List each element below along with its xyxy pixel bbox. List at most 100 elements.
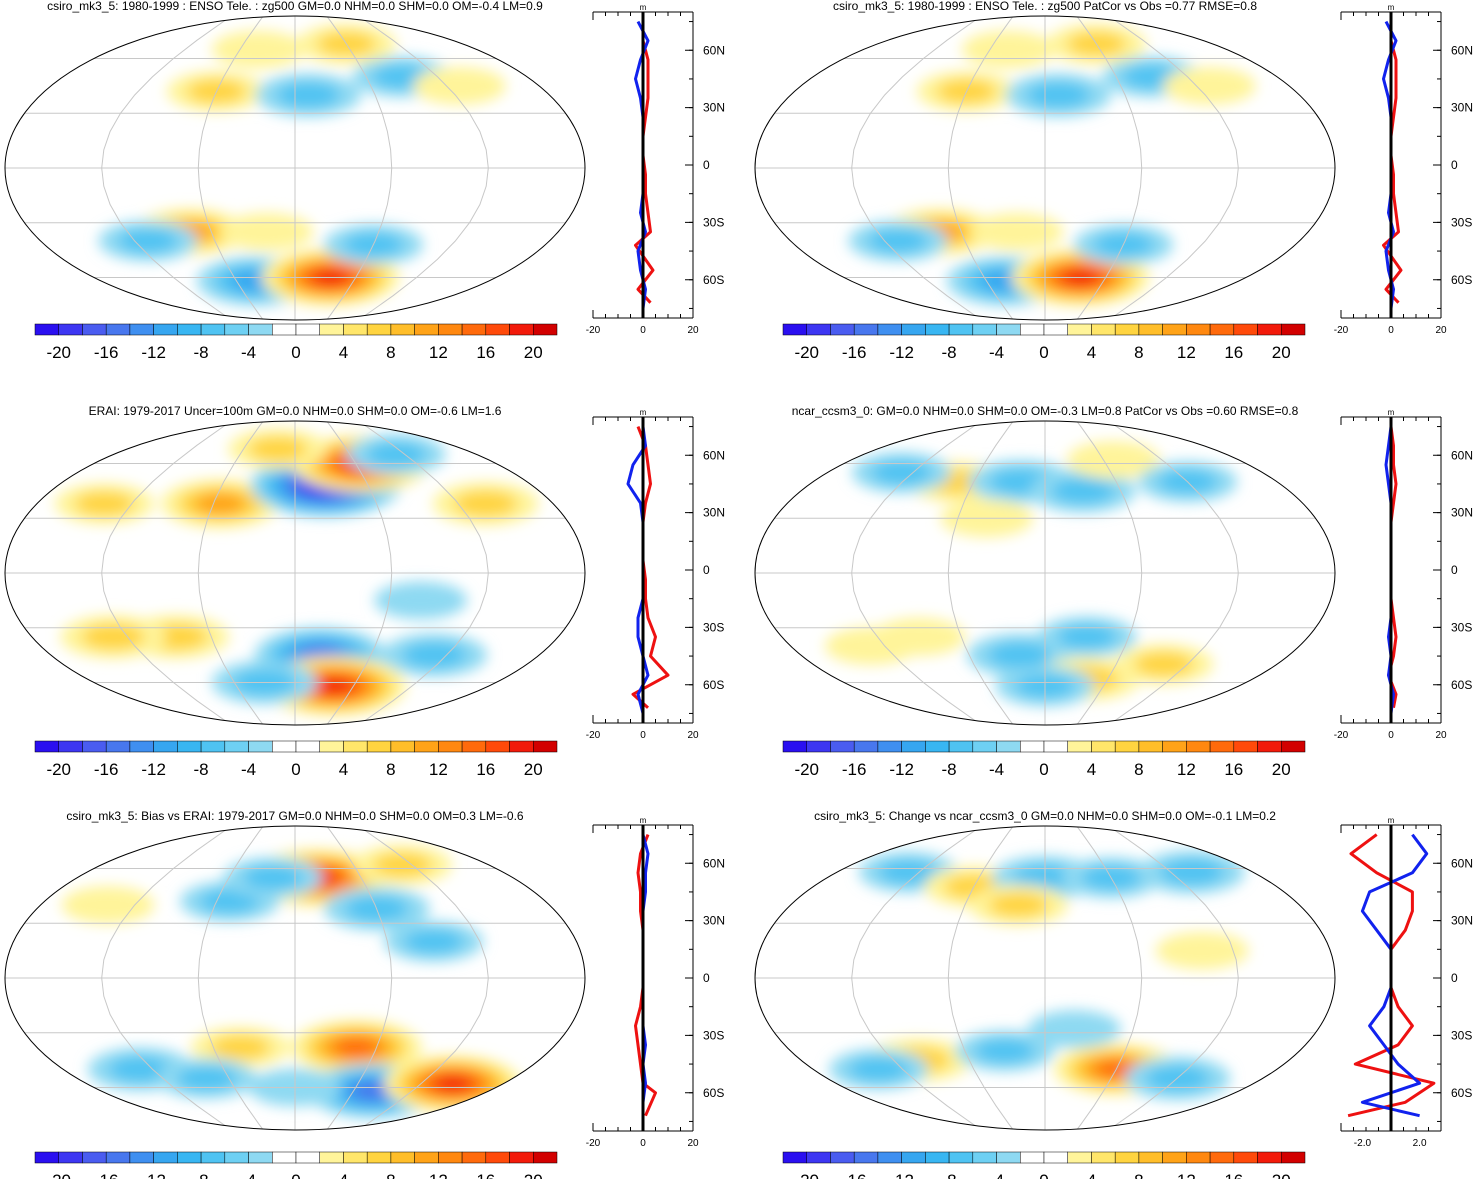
anomaly-cell (1134, 652, 1194, 677)
colorbar-swatch (224, 1151, 249, 1164)
colorbar-swatch (34, 740, 59, 753)
colorbar-tick-label: 12 (429, 1171, 448, 1179)
colorbar-tick-label: 0 (291, 343, 300, 362)
colorbar-swatch (82, 1151, 107, 1164)
colorbar-swatch (1162, 323, 1187, 336)
colorbar-tick-label: 16 (476, 760, 495, 779)
map-outline (754, 420, 1336, 726)
colorbar-swatch (1138, 740, 1163, 753)
profile-lat-label: 30N (1451, 914, 1473, 928)
colorbar-swatch (295, 323, 320, 336)
profile-lat-label: 30N (703, 506, 725, 520)
graticule (755, 421, 1335, 725)
panel-3: ERAI: 1979-2017 Uncer=100m GM=0.0 NHM=0.… (4, 404, 725, 779)
colorbar-swatch (438, 740, 463, 753)
meridian-line (339, 16, 489, 320)
meridian-line (1089, 421, 1239, 725)
anomaly-cell (433, 1075, 472, 1092)
anomaly-cell (975, 1038, 1035, 1064)
profile-x-tick-label: 20 (687, 1138, 699, 1149)
colorbar-swatch (438, 1151, 463, 1164)
colorbar-tick-label: -12 (889, 343, 914, 362)
colorbar-swatch (200, 323, 226, 336)
panel-1-map (4, 15, 586, 321)
colorbar-tick-label: 20 (524, 760, 543, 779)
colorbar-swatch (877, 323, 902, 336)
anomaly-cell (108, 1056, 173, 1083)
colorbar-swatch (830, 1151, 855, 1164)
colorbar-swatch (1233, 740, 1258, 753)
anomaly-cell (374, 581, 468, 620)
anomaly-cell (334, 1038, 379, 1057)
profile-lat-label: 60N (1451, 448, 1473, 462)
colorbar-tick-label: -16 (842, 343, 867, 362)
colorbar-tick-label: -16 (842, 1171, 867, 1179)
colorbar-swatch (533, 323, 558, 336)
colorbar-swatch (248, 1151, 273, 1164)
panel-1: csiro_mk3_5: 1980-1999 : ENSO Tele. : zg… (4, 0, 725, 362)
colorbar-swatch (438, 323, 463, 336)
meridian-line (101, 826, 251, 1130)
colorbar-swatch (1067, 1151, 1092, 1164)
colorbar-tick-label: 8 (386, 1171, 395, 1179)
anomaly-cell (824, 627, 918, 665)
colorbar-swatch (272, 323, 297, 336)
colorbar-swatch (509, 740, 534, 753)
colorbar-swatch (1020, 1151, 1045, 1164)
colorbar-tick-label: 8 (386, 343, 395, 362)
profile-lat-label: 0 (703, 971, 710, 985)
colorbar-tick-label: -16 (94, 343, 119, 362)
colorbar-swatch (224, 740, 249, 753)
colorbar-tick-label: -20 (794, 760, 819, 779)
meridian-line (1067, 826, 1143, 1130)
colorbar-swatch (830, 740, 855, 753)
anomaly-field (829, 850, 1249, 1100)
panel-4-profile: m -20 0 20 60N 30N 0 30S 60S (1334, 408, 1473, 741)
colorbar-swatch (272, 740, 297, 753)
colorbar-swatch (58, 323, 83, 336)
anomaly-cell (988, 642, 1052, 669)
profile-lat-label: 30N (1451, 101, 1473, 115)
profile-x-tick-label: 0 (1388, 325, 1394, 336)
profile-x-tick-label: 0 (640, 1138, 646, 1149)
colorbar-tick-label: 4 (1087, 1171, 1096, 1179)
colorbar-swatch (485, 323, 510, 336)
profile-lat-label: 60S (703, 273, 724, 287)
colorbar-tick-label: 12 (429, 760, 448, 779)
graticule (755, 16, 1335, 320)
meridian-line (1089, 826, 1239, 1130)
profile-lat-label: 30S (703, 620, 724, 634)
anomaly-cell (848, 1057, 909, 1082)
profile-obs-line (631, 426, 670, 709)
profile-x-tick-label: 20 (687, 730, 699, 741)
meridian-line (197, 16, 273, 320)
map-outline (4, 825, 586, 1131)
colorbar-swatch (782, 323, 807, 336)
colorbar-tick-label: -20 (46, 760, 71, 779)
colorbar-tick-label: -20 (794, 1171, 819, 1179)
profile-lat-label: 60N (703, 43, 725, 57)
anomaly-cell (351, 1082, 395, 1101)
colorbar-swatch (830, 323, 855, 336)
colorbar-swatch (34, 1151, 59, 1164)
colorbar-tick-label: 8 (1134, 343, 1143, 362)
colorbar-swatch (1233, 1151, 1258, 1164)
colorbar-swatch (996, 1151, 1021, 1164)
colorbar-swatch (925, 1151, 950, 1164)
colorbar-tick-label: 12 (1177, 760, 1196, 779)
meridian-line (317, 16, 393, 320)
anomaly-cell (402, 642, 466, 669)
profile-lat-label: 30N (703, 914, 725, 928)
colorbar-tick-label: 20 (1272, 343, 1291, 362)
colorbar-swatch (806, 323, 831, 336)
profile-lat-label: 0 (703, 158, 710, 172)
colorbar-swatch (200, 1151, 226, 1164)
anomaly-cell (372, 852, 433, 878)
colorbar-swatch (1186, 1151, 1211, 1164)
meridian-line (851, 16, 1001, 320)
colorbar-swatch (366, 323, 392, 336)
panel-2-map (754, 15, 1336, 321)
anomaly-cell (220, 213, 314, 251)
colorbar-swatch (509, 1151, 534, 1164)
profile-lat-label: 60S (703, 678, 724, 692)
